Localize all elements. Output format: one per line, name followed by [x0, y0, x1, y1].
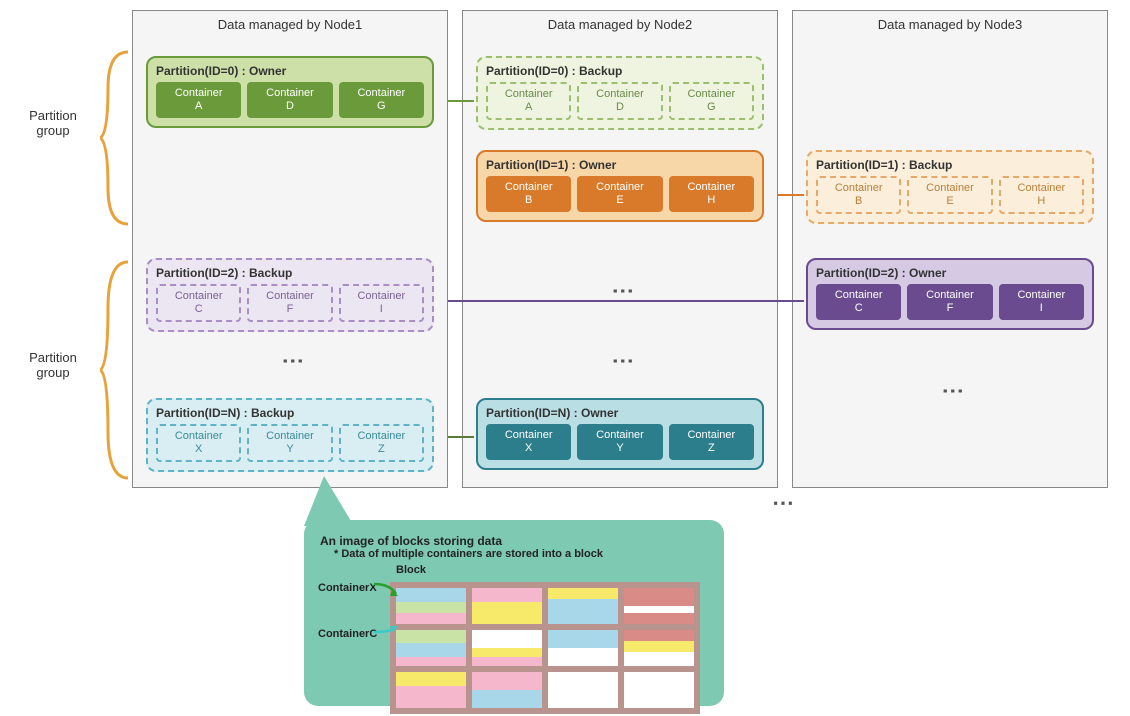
- container-box: ContainerF: [907, 284, 992, 320]
- hdots-bottom: ⋯: [772, 490, 794, 516]
- block-cell: [396, 630, 466, 666]
- container-box: ContainerH: [999, 176, 1084, 214]
- partition-1-owner: Partition(ID=1) : OwnerContainerBContain…: [476, 150, 764, 222]
- container-box: ContainerE: [577, 176, 662, 212]
- connector-line: [778, 194, 804, 196]
- partition-n-owner: Partition(ID=N) : OwnerContainerXContain…: [476, 398, 764, 470]
- block-cell: [396, 588, 466, 624]
- block-cell: [472, 672, 542, 708]
- block-cell: [624, 588, 694, 624]
- partition-group-label-2: Partition group: [18, 350, 88, 380]
- container-box: ContainerY: [577, 424, 662, 460]
- container-box: ContainerH: [669, 176, 754, 212]
- partition-title: Partition(ID=N) : Owner: [486, 406, 754, 420]
- partition-2-owner: Partition(ID=2) : OwnerContainerCContain…: [806, 258, 1094, 330]
- container-box: ContainerE: [907, 176, 992, 214]
- container-box: ContainerG: [339, 82, 424, 118]
- partition-group-label-1: Partition group: [18, 108, 88, 138]
- brace-2: [100, 258, 130, 482]
- partition-title: Partition(ID=N) : Backup: [156, 406, 424, 420]
- block-cell: [472, 588, 542, 624]
- callout-subtitle: * Data of multiple containers are stored…: [334, 548, 708, 560]
- container-box: ContainerF: [247, 284, 332, 322]
- block-label: Block: [396, 564, 708, 576]
- node3-column: Data managed by Node3: [792, 10, 1108, 488]
- container-box: ContainerC: [156, 284, 241, 322]
- containerx-label: ContainerX: [318, 582, 377, 594]
- partition-title: Partition(ID=0) : Owner: [156, 64, 424, 78]
- container-box: ContainerB: [816, 176, 901, 214]
- container-box: ContainerZ: [339, 424, 424, 462]
- container-box: ContainerI: [339, 284, 424, 322]
- container-box: ContainerX: [156, 424, 241, 462]
- partition-2-backup: Partition(ID=2) : BackupContainerCContai…: [146, 258, 434, 332]
- connector-line: [448, 300, 804, 302]
- container-box: ContainerD: [247, 82, 332, 118]
- block-cell: [624, 672, 694, 708]
- blocks-callout: An image of blocks storing data * Data o…: [304, 520, 724, 706]
- container-box: ContainerG: [669, 82, 754, 120]
- brace-1: [100, 48, 130, 228]
- container-box: ContainerC: [816, 284, 901, 320]
- block-cell: [548, 630, 618, 666]
- vdots-node2b: ⋮: [610, 350, 636, 374]
- partition-title: Partition(ID=1) : Backup: [816, 158, 1084, 172]
- partition-title: Partition(ID=2) : Owner: [816, 266, 1084, 280]
- block-cell: [548, 588, 618, 624]
- block-cell: [396, 672, 466, 708]
- connector-line: [448, 100, 474, 102]
- node3-title: Data managed by Node3: [793, 11, 1107, 38]
- node2-title: Data managed by Node2: [463, 11, 777, 38]
- container-box: ContainerZ: [669, 424, 754, 460]
- container-box: ContainerD: [577, 82, 662, 120]
- callout-title: An image of blocks storing data: [320, 534, 708, 548]
- partition-0-backup: Partition(ID=0) : BackupContainerAContai…: [476, 56, 764, 130]
- connector-line: [448, 436, 474, 438]
- block-grid: [390, 582, 700, 714]
- partition-title: Partition(ID=1) : Owner: [486, 158, 754, 172]
- container-box: ContainerX: [486, 424, 571, 460]
- partition-title: Partition(ID=0) : Backup: [486, 64, 754, 78]
- container-box: ContainerA: [156, 82, 241, 118]
- container-box: ContainerY: [247, 424, 332, 462]
- block-cell: [472, 630, 542, 666]
- partition-1-backup: Partition(ID=1) : BackupContainerBContai…: [806, 150, 1094, 224]
- vdots-node3: ⋮: [940, 380, 966, 404]
- container-box: ContainerI: [999, 284, 1084, 320]
- partition-title: Partition(ID=2) : Backup: [156, 266, 424, 280]
- block-cell: [624, 630, 694, 666]
- container-box: ContainerB: [486, 176, 571, 212]
- containerc-label: ContainerC: [318, 628, 377, 640]
- block-cell: [548, 672, 618, 708]
- node1-title: Data managed by Node1: [133, 11, 447, 38]
- vdots-node1: ⋮: [280, 350, 306, 374]
- partition-n-backup: Partition(ID=N) : BackupContainerXContai…: [146, 398, 434, 472]
- container-box: ContainerA: [486, 82, 571, 120]
- partition-0-owner: Partition(ID=0) : OwnerContainerAContain…: [146, 56, 434, 128]
